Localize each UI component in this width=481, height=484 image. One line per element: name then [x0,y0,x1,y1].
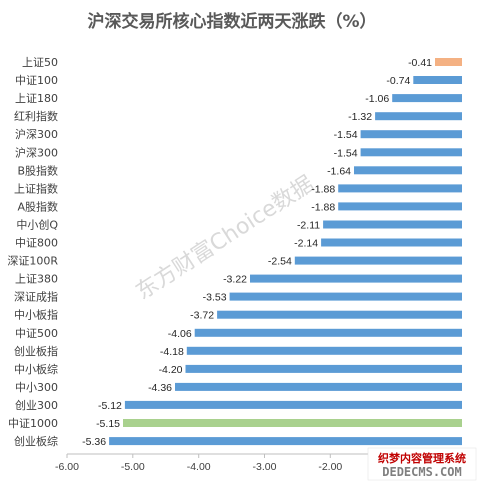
category-label: 深证成指 [14,290,58,304]
category-label: 中小创Q [16,219,58,232]
bar [109,437,462,446]
bar [392,94,462,103]
data-label: -1.06 [365,93,389,105]
stamp-background [367,447,477,481]
category-label: 上证50 [22,56,58,69]
data-label: -5.15 [96,418,120,430]
category-label: 创业板指 [14,344,58,358]
bar [217,310,462,319]
category-label: 中证100 [15,74,58,87]
x-tick-label: -6.00 [55,461,79,473]
data-label: -3.72 [190,310,214,322]
data-label: -3.53 [203,292,227,304]
category-label: 中小板指 [14,308,58,322]
category-label: 创业板综 [14,434,58,448]
bar [413,76,462,84]
data-label: -3.22 [223,274,247,286]
bar [185,364,462,373]
data-label: -1.54 [334,147,358,159]
data-label: -2.11 [297,220,320,232]
stamp-line1: 织梦内容管理系统 [378,451,466,465]
bar [338,202,462,211]
x-tick-label: -4.00 [187,461,211,473]
bar [124,400,463,409]
category-label: 中证800 [15,237,58,250]
data-label: -1.54 [334,129,358,141]
category-label: 上证指数 [14,181,58,195]
category-label: 中小板综 [14,362,58,376]
category-label: 中证1000 [8,417,58,430]
data-label: -1.32 [348,111,372,123]
chart-title: 沪深交易所核心指数近两天涨跌（%） [87,11,376,32]
category-label: 红利指数 [14,109,58,123]
category-label: A股指数 [17,199,58,213]
data-label: -0.74 [386,75,410,87]
bar [186,346,463,355]
category-label: 中小300 [15,381,58,394]
data-label: -4.36 [148,382,172,394]
bar [194,328,462,337]
category-label: B股指数 [17,163,58,177]
data-label: -4.06 [168,328,192,340]
data-label: -1.88 [311,201,335,213]
data-label: -2.14 [294,238,318,250]
bar [175,382,462,391]
category-label: 上证380 [15,273,58,286]
data-label: -4.20 [159,364,183,376]
data-label: -1.64 [327,165,351,177]
category-label: 中证500 [15,327,58,340]
bar [323,220,462,229]
category-label: 创业300 [15,399,58,412]
site-stamp: 织梦内容管理系统 DEDECMS.COM [367,447,477,481]
bar [338,184,462,193]
bar [321,238,462,247]
data-label: -2.54 [268,256,292,268]
bar [250,274,462,283]
bar [354,166,462,175]
bar [294,256,462,265]
category-label: 沪深300 [15,127,58,141]
bar [435,58,462,66]
data-label: -1.88 [311,183,335,195]
x-tick-label: -2.00 [318,461,342,473]
data-label: -5.12 [98,400,122,412]
bar [123,419,462,427]
data-label: -5.36 [82,436,106,448]
x-tick-label: -5.00 [121,461,145,473]
category-label: 沪深300 [15,145,58,159]
plot-area: -0.41 上证50 -0.74 中证100 -1.06 上证180 -1.32 红利指数 -1… [7,56,463,473]
category-label: 上证180 [15,92,58,105]
data-label: -4.18 [160,346,184,358]
data-label: -0.41 [408,57,432,69]
category-label: 深证100R [7,255,58,268]
x-tick-label: -3.00 [253,461,277,473]
bar [375,112,462,121]
stamp-line2: DEDECMS.COM [382,465,461,479]
bar [360,130,462,139]
bar [229,292,462,301]
bar [360,148,462,157]
